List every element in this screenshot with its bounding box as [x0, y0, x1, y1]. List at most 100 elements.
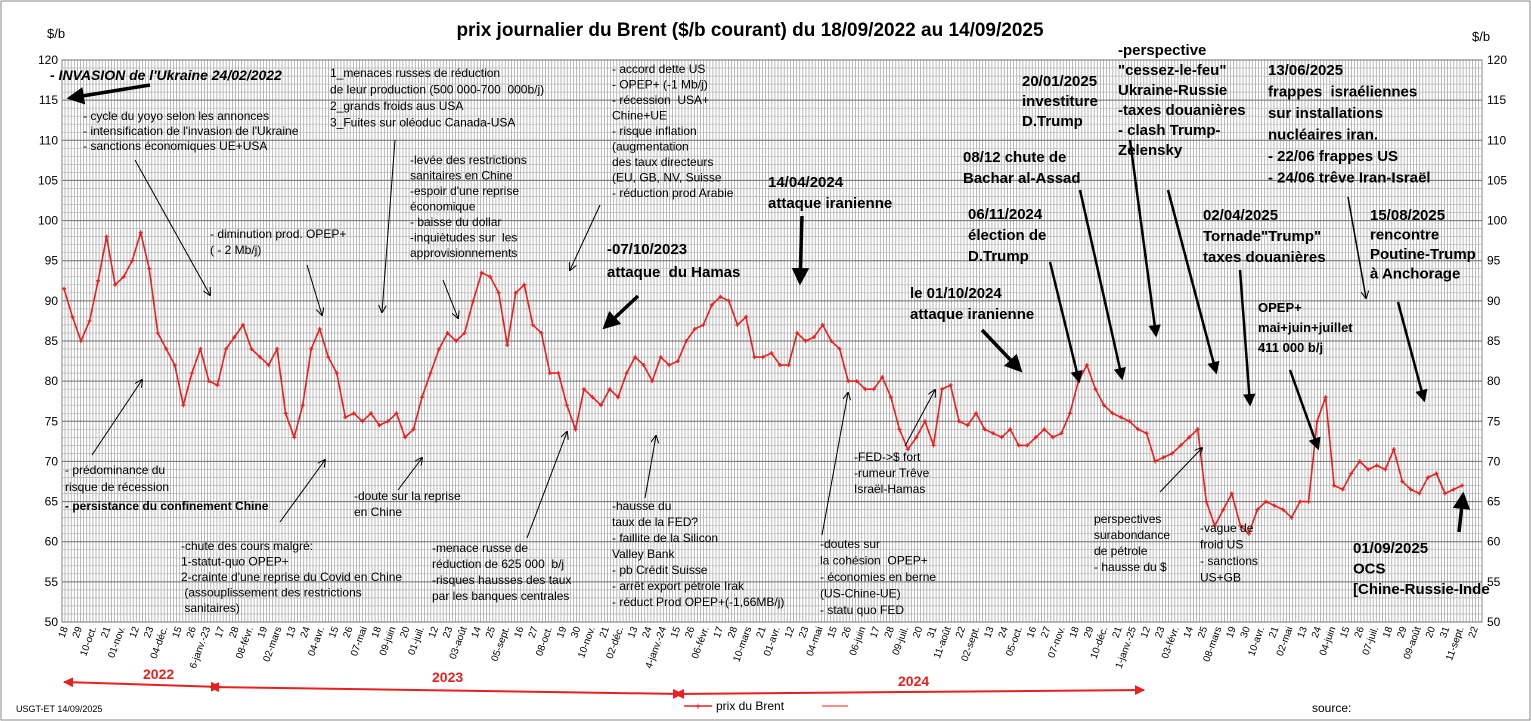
data-point: [846, 379, 851, 384]
annotation-opep-411: OPEP+ mai+juin+juillet 411 000 b/j: [1258, 300, 1353, 355]
annotation-silicon: -hausse du taux de la FED? - faillite de l…: [612, 499, 784, 609]
data-point: [1298, 499, 1302, 504]
x-tick-label: 27: [527, 625, 541, 640]
data-point: [505, 343, 510, 347]
data-point: [1102, 403, 1106, 408]
data-point: [778, 363, 782, 368]
legend-marker: +: [695, 701, 701, 713]
data-point: [198, 347, 203, 351]
x-tick-label: 30: [569, 625, 583, 640]
annotation-frappes: 13/06/2025 frappes israéliennes sur instal…: [1268, 62, 1431, 187]
data-point: [1289, 515, 1294, 520]
data-point: [1246, 531, 1251, 536]
data-point: [709, 302, 714, 307]
annotation-iran-oct: le 01/10/2024 attaque iranienne: [910, 285, 1034, 323]
arrow-tornade: [1238, 269, 1256, 407]
y-tick-label-left: 70: [45, 454, 59, 468]
annotation-levee: -levée des restrictions sanitaires en Chi…: [410, 153, 527, 260]
arrow-frappes: [1347, 196, 1366, 298]
legend-label: prix du Brent: [716, 699, 785, 713]
arrow-sanctions: [134, 159, 210, 295]
x-tick-label: 31: [1438, 625, 1452, 640]
x-tick-label: 14: [1182, 625, 1196, 640]
x-tick-label: 15: [171, 625, 185, 640]
y-tick-label-right: 120: [1487, 53, 1507, 67]
data-point: [1255, 507, 1260, 512]
data-point: [471, 298, 476, 303]
arrow-anchorage: [1396, 301, 1428, 403]
data-point: [1153, 459, 1158, 464]
data-point: [232, 335, 237, 339]
data-point: [206, 379, 211, 384]
annotation-iran-april: 14/04/2024 attaque iranienne: [768, 174, 892, 212]
x-tick-label: 13: [1296, 625, 1310, 640]
data-point: [292, 435, 297, 440]
data-point: [79, 339, 83, 343]
data-point: [650, 379, 655, 384]
data-point: [360, 419, 365, 424]
data-point: [1170, 451, 1175, 456]
y-tick-label-left: 115: [39, 93, 58, 107]
arrow-fed: [904, 390, 935, 447]
data-point: [1383, 467, 1388, 472]
data-point: [87, 318, 92, 323]
data-point: [437, 347, 442, 351]
data-point: [309, 347, 314, 351]
x-tick-label: 25: [484, 625, 498, 640]
data-point: [1460, 483, 1464, 488]
data-point: [479, 270, 484, 275]
legend: + prix du Brent: [684, 699, 848, 713]
x-tick-label: 22: [1467, 625, 1481, 640]
data-point: [343, 415, 348, 420]
data-point: [1349, 471, 1354, 476]
data-point: [999, 435, 1004, 440]
data-point: [667, 363, 672, 368]
x-tick-label: 12: [783, 625, 797, 640]
x-tick-label: 27: [1039, 625, 1053, 640]
data-point: [863, 387, 868, 392]
footer-source: source:: [1312, 701, 1351, 715]
annotation-arrows: [66, 83, 1471, 539]
data-point: [351, 411, 356, 416]
data-point: [1417, 491, 1422, 496]
data-point: [403, 435, 407, 440]
data-point: [445, 331, 450, 335]
arrow-election: [1048, 261, 1083, 384]
annotation-fed: -FED->$ fort -rumeur Trêve Israël-Hamas: [854, 450, 930, 496]
x-tick-label: 13: [285, 625, 299, 640]
data-point: [1229, 491, 1234, 496]
data-point: [1127, 419, 1132, 424]
chart-title: prix journalier du Brent ($/b courant) d…: [456, 20, 1044, 41]
x-tick-label: 24: [299, 625, 313, 640]
y-tick-label-left: 80: [45, 374, 59, 388]
data-point: [1340, 487, 1345, 492]
x-tick-label: 26: [1353, 625, 1367, 640]
x-tick-label: 21: [1267, 625, 1281, 640]
data-point: [513, 290, 518, 295]
data-point: [1451, 487, 1456, 492]
arrow-investiture: [1128, 139, 1161, 338]
y-tick-label-right: 115: [1487, 93, 1506, 107]
data-point: [1195, 427, 1200, 432]
data-point: [718, 294, 723, 299]
data-point: [164, 347, 169, 351]
y-ticks-right: 50 55 60 65 70 75 80 85 90 95 100 105 110 115 120: [1487, 53, 1507, 629]
arrow-cessez-le-feu: [1166, 189, 1220, 375]
data-point: [385, 419, 390, 424]
x-tick-label: 15: [669, 625, 683, 640]
data-point: [923, 419, 927, 424]
data-point: [462, 331, 467, 335]
data-point: [1119, 415, 1123, 420]
horizontal-gridlines: [62, 59, 1482, 623]
data-point: [582, 387, 586, 392]
y-tick-label-right: 80: [1487, 374, 1501, 388]
data-point: [1408, 487, 1413, 492]
data-point: [803, 339, 808, 343]
data-point: [897, 427, 902, 432]
x-tick-label: 29: [1082, 625, 1096, 640]
data-point: [104, 234, 109, 239]
data-point: [96, 278, 101, 283]
x-tick-label: 25: [1196, 625, 1210, 640]
x-tick-label: 24: [997, 625, 1011, 640]
data-point: [70, 314, 75, 319]
